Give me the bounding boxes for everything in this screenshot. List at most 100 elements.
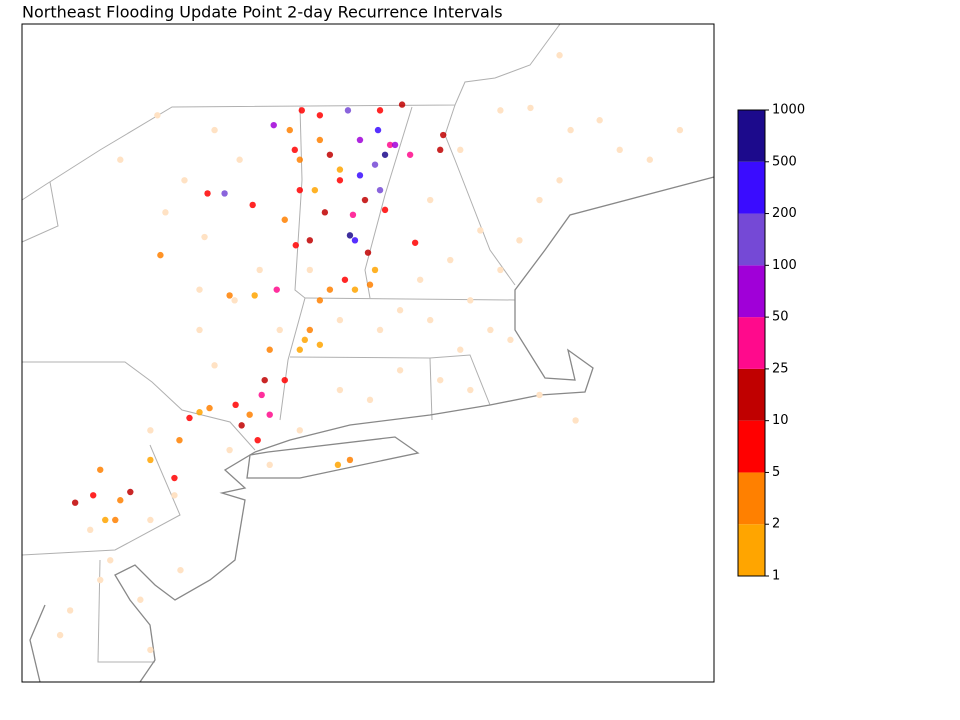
station-point bbox=[301, 336, 309, 344]
station-point bbox=[346, 456, 354, 464]
station-point bbox=[117, 497, 124, 504]
station-point bbox=[646, 156, 654, 163]
station-point bbox=[516, 237, 523, 244]
colorbar-tick-label: 25 bbox=[772, 361, 789, 376]
station-point bbox=[334, 461, 342, 469]
station-point bbox=[196, 326, 203, 334]
colorbar-segment bbox=[738, 213, 765, 266]
colorbar-segment bbox=[738, 420, 765, 473]
colorbar-tick-label: 5 bbox=[772, 465, 780, 480]
station-point bbox=[112, 516, 119, 524]
station-point bbox=[447, 256, 454, 264]
station-point bbox=[596, 117, 603, 124]
station-point bbox=[256, 266, 263, 274]
station-point bbox=[86, 526, 94, 534]
plot-frame bbox=[21, 23, 715, 683]
station-point bbox=[276, 326, 283, 334]
station-point bbox=[437, 376, 444, 384]
border bbox=[97, 559, 155, 663]
station-point bbox=[616, 146, 623, 154]
boundaries bbox=[21, 23, 715, 683]
station-point bbox=[326, 151, 334, 158]
station-point bbox=[261, 376, 268, 384]
station-point bbox=[266, 461, 273, 469]
colorbar-tick-label: 10 bbox=[772, 413, 789, 428]
station-point bbox=[97, 576, 104, 584]
station-point bbox=[371, 266, 379, 274]
colorbar-segment bbox=[738, 368, 765, 421]
station-point bbox=[147, 516, 154, 524]
station-point bbox=[366, 396, 374, 404]
station-point bbox=[572, 417, 579, 424]
coastline bbox=[246, 436, 420, 479]
points bbox=[56, 52, 684, 654]
station-point bbox=[273, 286, 280, 293]
station-point bbox=[321, 209, 329, 216]
border bbox=[21, 23, 561, 201]
station-point bbox=[117, 156, 124, 163]
station-point bbox=[487, 326, 494, 334]
chart-title: Northeast Flooding Update Point 2-day Re… bbox=[22, 3, 503, 22]
station-point bbox=[371, 161, 379, 168]
station-point bbox=[66, 607, 74, 614]
station-point bbox=[467, 297, 474, 304]
station-point bbox=[107, 557, 114, 564]
station-point bbox=[211, 362, 218, 369]
colorbar-tick-label: 100 bbox=[772, 258, 797, 273]
station-point bbox=[376, 326, 384, 334]
station-point bbox=[497, 107, 504, 114]
border bbox=[444, 104, 516, 286]
station-point bbox=[291, 146, 298, 154]
station-point bbox=[181, 177, 188, 184]
station-point bbox=[336, 386, 344, 394]
coastline bbox=[254, 176, 715, 453]
station-point bbox=[477, 227, 484, 234]
border bbox=[289, 356, 433, 421]
station-point bbox=[266, 411, 273, 418]
station-point bbox=[316, 112, 324, 119]
station-point bbox=[316, 136, 324, 144]
station-point bbox=[366, 281, 374, 288]
station-point bbox=[56, 631, 64, 639]
station-point bbox=[374, 126, 382, 134]
station-point bbox=[296, 186, 304, 194]
colorbar-segment bbox=[738, 524, 765, 576]
station-point bbox=[71, 499, 79, 506]
station-point bbox=[364, 249, 372, 256]
station-point bbox=[171, 492, 178, 499]
station-point bbox=[376, 186, 384, 194]
station-point bbox=[311, 186, 319, 194]
colorbar-tick-label: 200 bbox=[772, 206, 797, 221]
border bbox=[22, 361, 256, 451]
station-point bbox=[176, 436, 183, 444]
station-point bbox=[204, 190, 211, 197]
station-point bbox=[467, 386, 474, 394]
colorbar-tick-label: 500 bbox=[772, 154, 797, 169]
border bbox=[279, 106, 306, 421]
colorbar-segment bbox=[738, 110, 765, 162]
station-point bbox=[416, 276, 424, 283]
colorbar-tick-label: 1 bbox=[772, 569, 780, 584]
coastline bbox=[114, 451, 256, 683]
station-point bbox=[196, 409, 203, 416]
station-point bbox=[676, 126, 684, 134]
station-point bbox=[361, 196, 369, 204]
colorbar-tick-label: 2 bbox=[772, 517, 780, 532]
station-point bbox=[236, 156, 243, 163]
station-point bbox=[246, 411, 253, 418]
station-point bbox=[536, 196, 543, 204]
station-point bbox=[171, 474, 178, 482]
station-point bbox=[296, 427, 304, 434]
station-point bbox=[336, 177, 344, 184]
station-point bbox=[154, 112, 161, 119]
station-point bbox=[391, 141, 399, 149]
colorbar-tick-label: 50 bbox=[772, 310, 789, 325]
station-point bbox=[536, 391, 543, 399]
station-point bbox=[162, 209, 169, 216]
station-point bbox=[281, 376, 288, 384]
station-point bbox=[157, 251, 164, 259]
border bbox=[21, 444, 181, 556]
station-point bbox=[306, 326, 314, 334]
